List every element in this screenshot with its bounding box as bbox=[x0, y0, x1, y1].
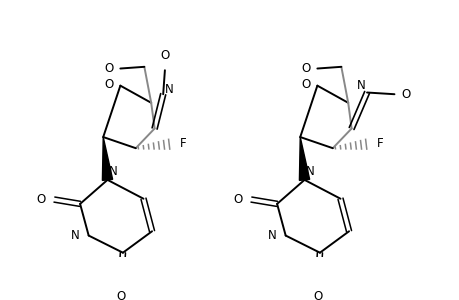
Text: O: O bbox=[233, 193, 242, 206]
Text: O: O bbox=[313, 290, 322, 300]
Text: N: N bbox=[164, 83, 174, 96]
Text: O: O bbox=[301, 78, 310, 91]
Text: O: O bbox=[104, 62, 113, 75]
Text: O: O bbox=[104, 78, 113, 91]
Text: O: O bbox=[160, 49, 169, 62]
Text: N: N bbox=[109, 165, 118, 178]
Text: N: N bbox=[306, 165, 314, 178]
Text: O: O bbox=[301, 62, 310, 75]
Text: F: F bbox=[180, 137, 186, 150]
Text: O: O bbox=[116, 290, 126, 300]
Polygon shape bbox=[299, 137, 309, 180]
Text: N: N bbox=[268, 229, 276, 242]
Polygon shape bbox=[102, 137, 112, 180]
Text: O: O bbox=[37, 193, 46, 206]
Text: N: N bbox=[356, 79, 364, 92]
Text: F: F bbox=[376, 137, 383, 150]
Text: N: N bbox=[71, 229, 80, 242]
Text: O: O bbox=[400, 88, 410, 101]
